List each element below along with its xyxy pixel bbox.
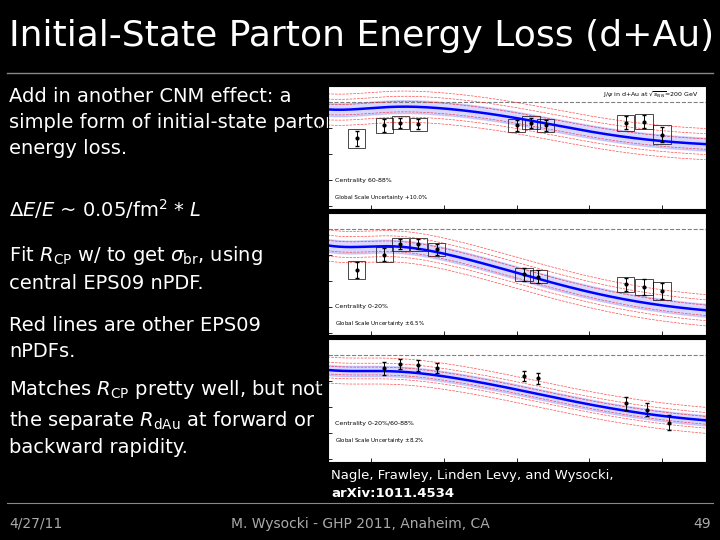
- Text: Global Scale Uncertainty $\pm$6.5%: Global Scale Uncertainty $\pm$6.5%: [336, 319, 425, 328]
- Text: Matches $R_{\mathregular{CP}}$ pretty well, but not
the separate $R_{\mathregula: Matches $R_{\mathregular{CP}}$ pretty we…: [9, 378, 324, 457]
- Bar: [392, 238, 409, 251]
- Text: 4/27/11: 4/27/11: [9, 517, 63, 531]
- Y-axis label: $R_{CP}$: $R_{CP}$: [295, 393, 308, 408]
- Bar: [410, 118, 427, 131]
- Bar: [392, 116, 409, 129]
- Text: arXiv:1011.4534: arXiv:1011.4534: [331, 487, 454, 500]
- Text: Initial-State Parton Energy Loss (d+Au): Initial-State Parton Energy Loss (d+Au): [9, 19, 714, 53]
- Bar: [635, 114, 652, 129]
- Bar: [653, 282, 671, 300]
- Bar: [348, 261, 366, 279]
- Text: Add in another CNM effect: a
simple form of initial-state parton
energy loss.: Add in another CNM effect: a simple form…: [9, 87, 338, 158]
- Text: 49: 49: [693, 517, 711, 531]
- Bar: [523, 116, 540, 129]
- Bar: [428, 243, 446, 256]
- Bar: [376, 247, 393, 262]
- Y-axis label: $R_{dAu}$(0-20%): $R_{dAu}$(0-20%): [298, 252, 308, 296]
- Bar: [515, 267, 533, 281]
- Text: Global Scale Uncertainty $\pm$8.2%: Global Scale Uncertainty $\pm$8.2%: [336, 436, 425, 445]
- Text: $\Delta E/E$ ~ 0.05/fm$^{2}$ * $L$: $\Delta E/E$ ~ 0.05/fm$^{2}$ * $L$: [9, 197, 202, 221]
- Bar: [617, 115, 634, 131]
- X-axis label: y: y: [514, 478, 519, 487]
- Bar: [537, 119, 554, 132]
- Text: J/$\psi$ in d+Au at $\sqrt{s_{NN}}$=200 GeV: J/$\psi$ in d+Au at $\sqrt{s_{NN}}$=200 …: [603, 90, 698, 100]
- Y-axis label: $R_{dAu}$(60-88%): $R_{dAu}$(60-88%): [298, 123, 308, 172]
- Bar: [348, 129, 366, 147]
- Text: Red lines are other EPS09
nPDFs.: Red lines are other EPS09 nPDFs.: [9, 316, 261, 361]
- Text: Centrality 60-88%: Centrality 60-88%: [336, 178, 392, 183]
- Text: Fit $R_{\mathregular{CP}}$ w/ to get $\sigma_{\mathregular{br}}$, using
central : Fit $R_{\mathregular{CP}}$ w/ to get $\s…: [9, 244, 263, 293]
- Text: Nagle, Frawley, Linden Levy, and Wysocki,: Nagle, Frawley, Linden Levy, and Wysocki…: [331, 469, 613, 482]
- Bar: [617, 276, 634, 292]
- Text: Centrality 0-20%: Centrality 0-20%: [336, 304, 388, 309]
- Text: M. Wysocki - GHP 2011, Anaheim, CA: M. Wysocki - GHP 2011, Anaheim, CA: [230, 517, 490, 531]
- Bar: [635, 279, 652, 295]
- Bar: [653, 125, 671, 144]
- Bar: [410, 238, 427, 251]
- Bar: [508, 119, 526, 132]
- Bar: [530, 270, 547, 283]
- Text: Centrality 0-20%/60-88%: Centrality 0-20%/60-88%: [336, 421, 414, 426]
- Bar: [376, 118, 393, 133]
- Text: Global Scale Uncertainty +10.0%: Global Scale Uncertainty +10.0%: [336, 195, 427, 200]
